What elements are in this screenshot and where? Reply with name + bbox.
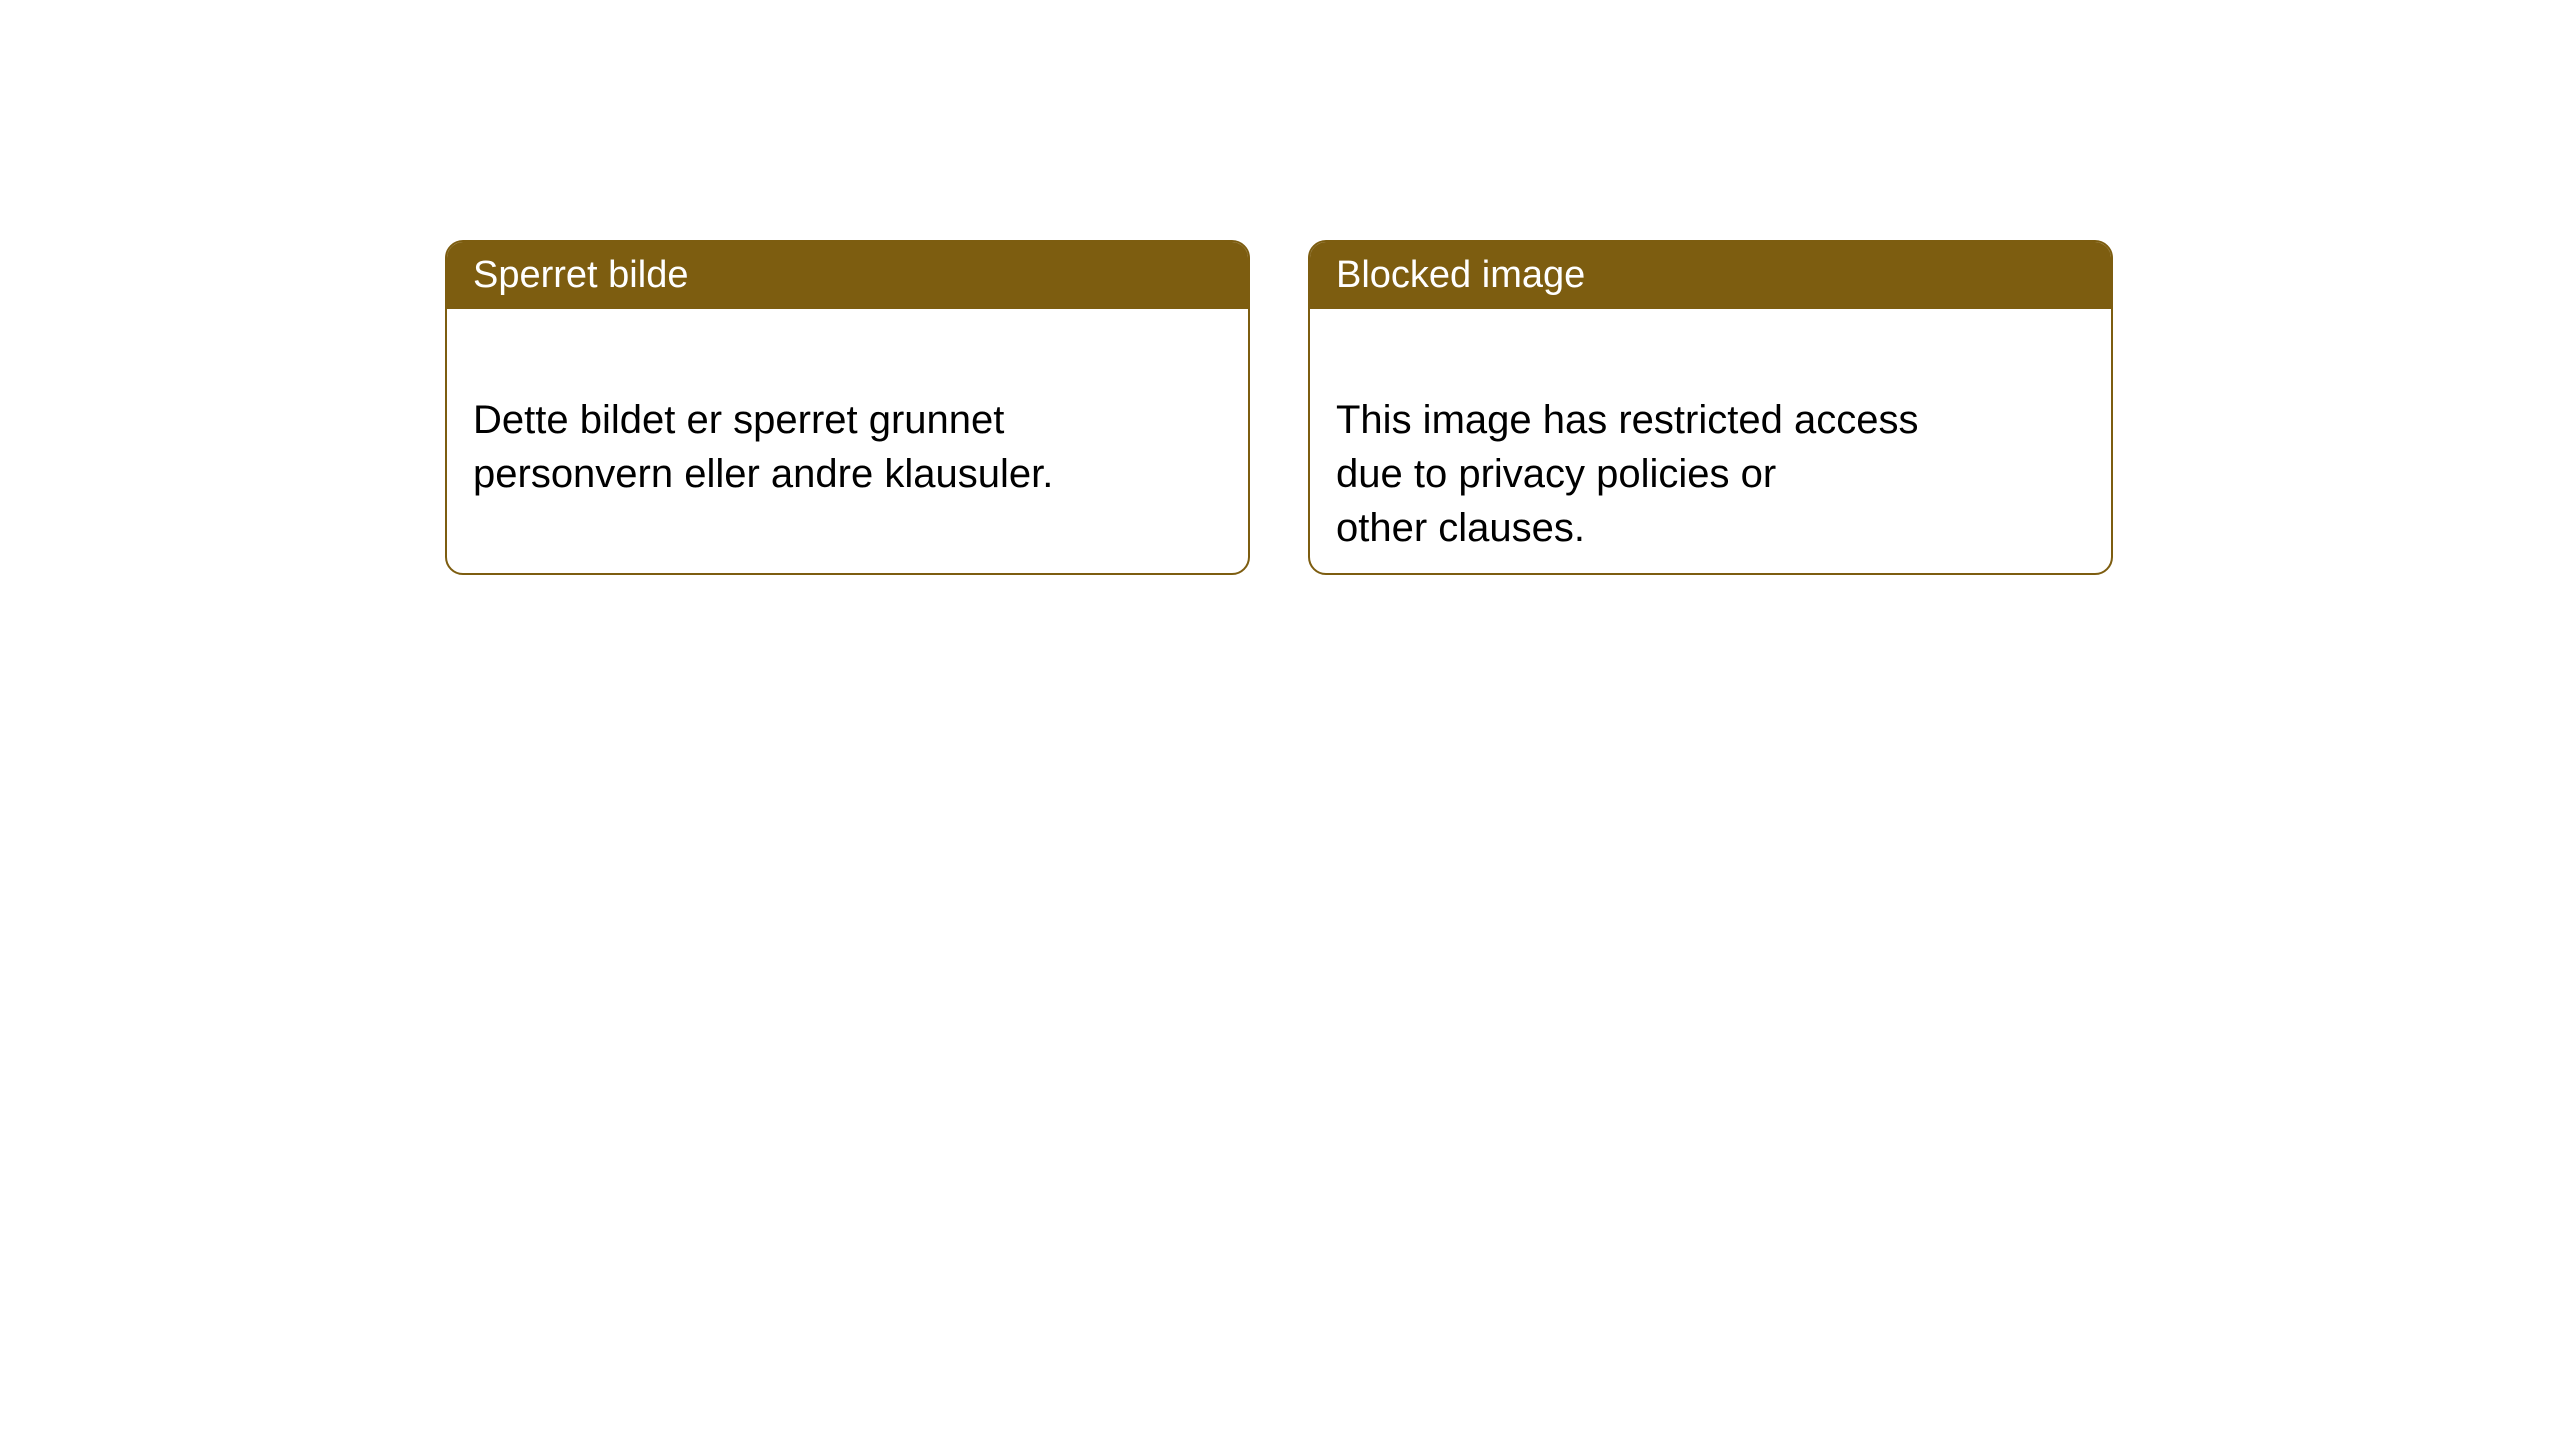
notice-body-norwegian: Dette bildet er sperret grunnet personve…	[447, 309, 1248, 531]
notice-card-norwegian: Sperret bilde Dette bildet er sperret gr…	[445, 240, 1250, 575]
notice-title-english: Blocked image	[1336, 254, 1585, 296]
notice-header-norwegian: Sperret bilde	[447, 242, 1248, 309]
notice-text-english: This image has restricted access due to …	[1336, 398, 1918, 550]
notice-title-norwegian: Sperret bilde	[473, 254, 688, 296]
notice-container: Sperret bilde Dette bildet er sperret gr…	[445, 240, 2113, 575]
notice-body-english: This image has restricted access due to …	[1310, 309, 2111, 575]
notice-card-english: Blocked image This image has restricted …	[1308, 240, 2113, 575]
notice-header-english: Blocked image	[1310, 242, 2111, 309]
notice-text-norwegian: Dette bildet er sperret grunnet personve…	[473, 398, 1053, 496]
